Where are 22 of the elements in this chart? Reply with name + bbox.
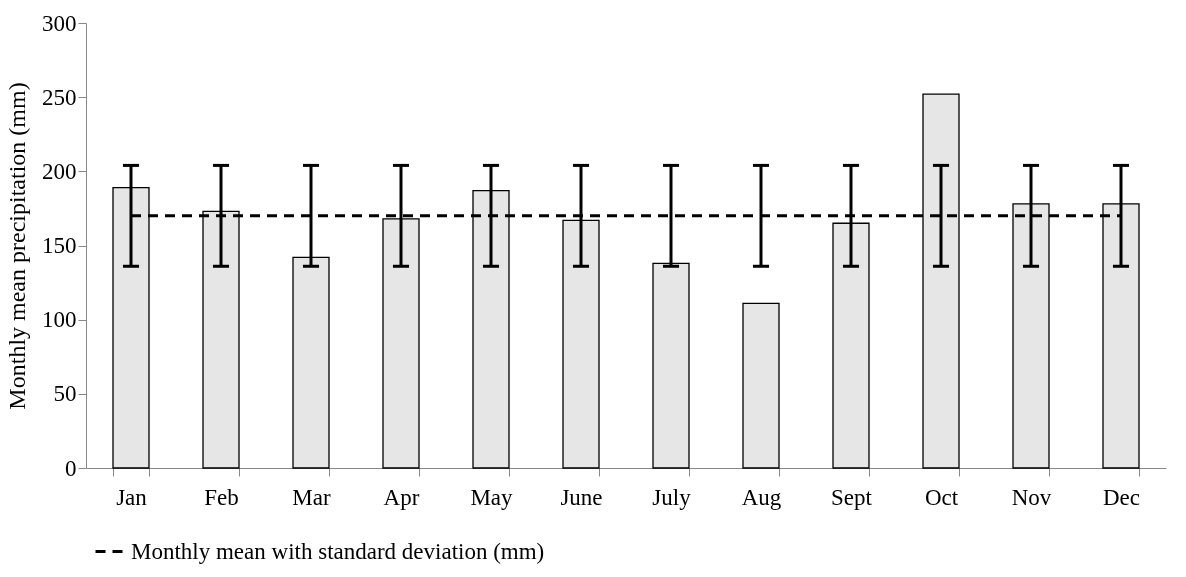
bar [742,302,780,469]
x-tick-label: June [560,484,603,510]
y-tick-label: 100 [42,307,77,333]
y-tick-label: 250 [42,84,77,110]
x-tick-label: Nov [1011,484,1052,510]
x-tick-label: Aug [741,484,782,510]
y-tick-label: 150 [42,233,77,258]
x-tick-label: Feb [204,484,239,510]
x-tick-label: Apr [383,484,420,510]
x-tick-label: Jan [116,484,148,510]
legend-label: Monthly mean with standard deviation (mm) [131,538,545,564]
y-tick-label: 200 [42,158,77,184]
y-tick-label: 50 [53,381,77,407]
x-tick-label: July [652,484,692,510]
x-tick-label: Dec [1102,484,1141,510]
x-tick-label: Sept [831,484,873,510]
y-tick-label: 300 [42,10,77,36]
y-axis-title: Monthly mean precipitation (mm) [4,82,30,410]
x-tick-label: May [470,484,514,510]
x-tick-label: Oct [924,484,959,510]
x-tick-label: Mar [292,484,331,510]
y-tick-label: 0 [65,455,77,481]
